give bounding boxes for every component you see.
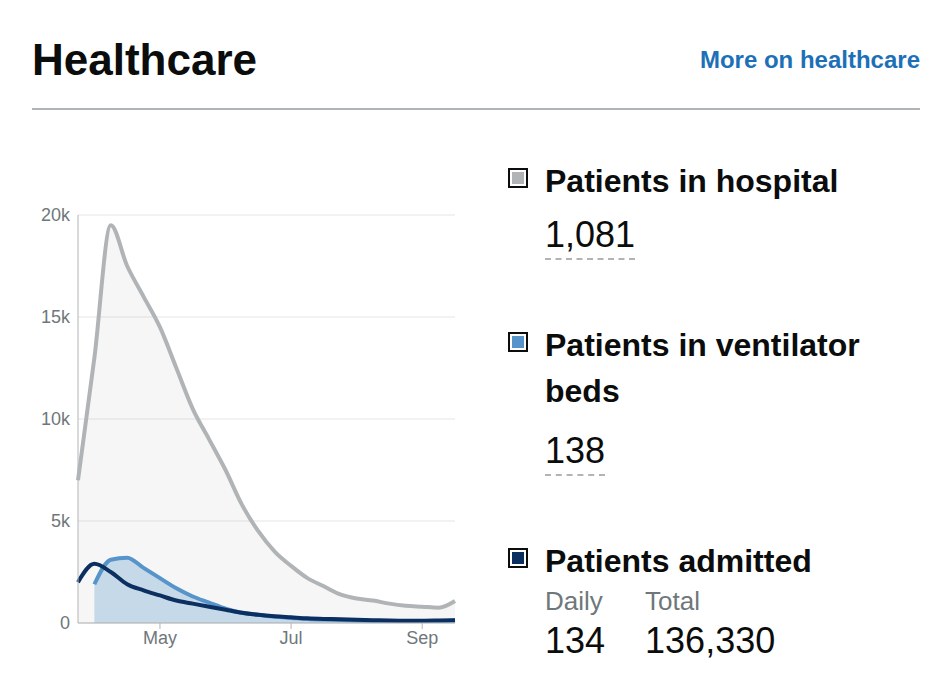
svg-text:May: May — [143, 628, 177, 648]
html-text:More on healthcare: More on healthcare — [699, 46, 920, 73]
svg-text:0: 0 — [60, 613, 70, 633]
html-text:Patients in ventilator beds: Patients in ventilator beds — [545, 327, 860, 409]
svg-text:5k: 5k — [51, 511, 71, 531]
svg-text:Sep: Sep — [406, 628, 438, 648]
html-text:136,330: 136,330 — [645, 620, 776, 661]
html-text:138: 138 — [545, 430, 606, 471]
html-text:134: 134 — [545, 620, 606, 661]
svg-text:20k: 20k — [41, 205, 71, 225]
html-text:Patients in hospital: Patients in hospital — [545, 163, 839, 199]
svg-text:Jul: Jul — [280, 628, 303, 648]
html-text:1,081: 1,081 — [545, 214, 636, 255]
html-text:Healthcare: Healthcare — [32, 35, 257, 84]
html-text:Total: Total — [645, 586, 700, 616]
svg-text:15k: 15k — [41, 307, 71, 327]
svg-text:10k: 10k — [41, 409, 71, 429]
html-text:Daily: Daily — [545, 586, 603, 616]
html-text:Patients admitted: Patients admitted — [545, 543, 812, 579]
